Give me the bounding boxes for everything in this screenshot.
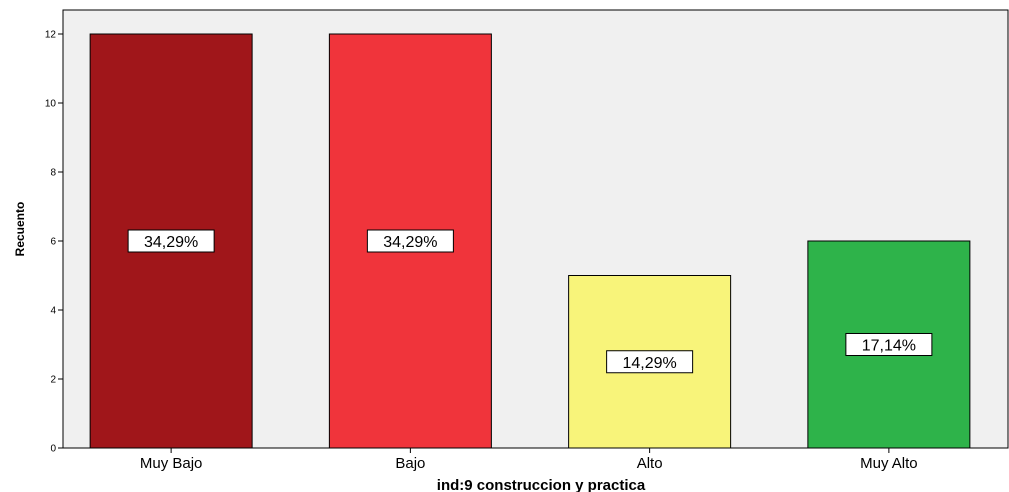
data-label: 17,14% <box>862 338 916 355</box>
y-tick-label: 10 <box>45 99 57 110</box>
data-label-box <box>606 350 694 374</box>
y-axis-ticks: 0 2 4 6 8 10 12 <box>45 30 63 455</box>
data-label: 14,29% <box>622 355 676 372</box>
category-label: Muy Bajo <box>140 455 203 472</box>
y-tick-label: 8 <box>50 168 56 179</box>
category-label: Bajo <box>395 455 425 472</box>
category-label: Alto <box>637 455 663 472</box>
x-axis-title: ind:9 construccion y practica <box>437 477 646 492</box>
data-label: 34,29% <box>144 234 198 251</box>
bars-group: 34,29% 34,29% 14,29% 17,14% <box>89 33 971 449</box>
y-tick-label: 0 <box>50 444 56 455</box>
data-label-box <box>366 229 454 253</box>
y-tick-label: 2 <box>50 375 56 386</box>
y-tick-label: 12 <box>45 30 57 41</box>
data-label: 34,29% <box>383 234 437 251</box>
y-axis-title: Recuento <box>13 202 27 257</box>
data-label-box <box>845 333 933 356</box>
category-labels: Muy Bajo Bajo Alto Muy Alto <box>140 448 918 472</box>
y-tick-label: 4 <box>50 306 56 317</box>
data-label-box <box>127 229 215 253</box>
y-tick-label: 6 <box>50 237 56 248</box>
category-label: Muy Alto <box>860 455 918 472</box>
